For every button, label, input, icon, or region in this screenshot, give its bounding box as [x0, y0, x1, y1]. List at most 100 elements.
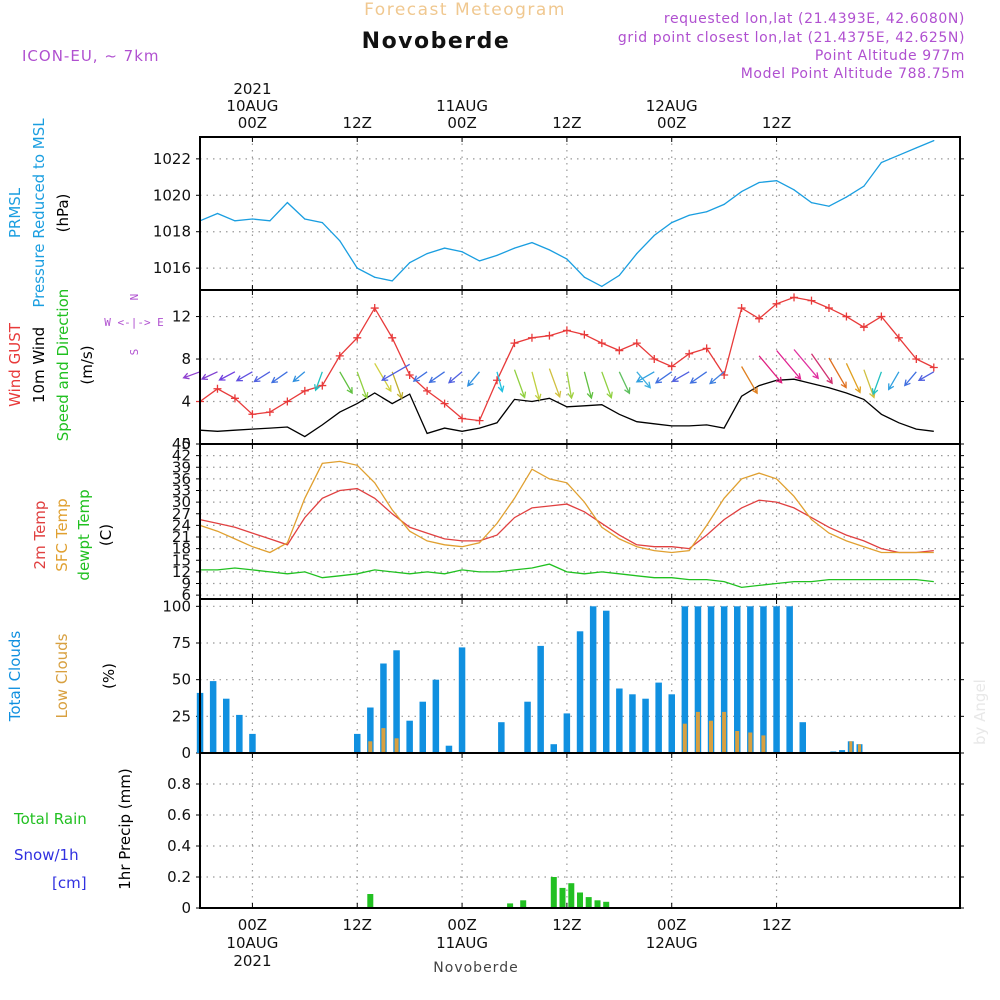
- total-cloud-bar: [380, 663, 387, 753]
- y-tick-label: 1018: [153, 223, 191, 241]
- top-time-label: 2021: [233, 80, 271, 98]
- y-tick-label: 36: [172, 470, 191, 488]
- y-tick-label: 0: [181, 744, 191, 762]
- pressure-point: [216, 212, 219, 215]
- total-cloud-bar: [734, 606, 741, 753]
- wind-direction-arrow: [903, 371, 917, 387]
- y-tick-label: 1022: [153, 150, 191, 168]
- gust-marker: [737, 304, 746, 313]
- gust-marker: [458, 414, 467, 423]
- gust-marker: [580, 330, 589, 339]
- rain-bar: [559, 887, 566, 908]
- pressure-point: [566, 258, 568, 260]
- y-tick-label: 0.6: [167, 806, 191, 824]
- wind-direction-arrow: [709, 371, 725, 385]
- gust-marker: [929, 363, 938, 372]
- pressure-line: [199, 140, 935, 288]
- dewpoint-line: [200, 563, 934, 589]
- gust-marker: [213, 384, 222, 393]
- gust-marker: [353, 333, 362, 342]
- wind-direction-arrow: [888, 371, 900, 391]
- rain-bar: [585, 897, 592, 908]
- pressure-point: [513, 247, 516, 249]
- pressure-point: [636, 252, 638, 255]
- y-tick-label: 18: [172, 540, 191, 558]
- pressure-point: [828, 205, 830, 207]
- panel-clouds: 0 25 50 75 100: [162, 597, 964, 762]
- y-tick-label: 0: [181, 899, 191, 917]
- gust-marker: [423, 386, 432, 395]
- wind-direction-arrow: [412, 371, 428, 382]
- pressure-point: [286, 201, 288, 204]
- y-tick-label: 0.8: [167, 775, 191, 793]
- wind-direction-arrow: [810, 353, 833, 385]
- total-cloud-bar: [550, 744, 557, 753]
- top-time-label: 12Z: [762, 114, 791, 132]
- total-cloud-bar: [354, 733, 361, 753]
- top-time-label: 12Z: [343, 114, 372, 132]
- axis-title-line: SFC Temp: [53, 498, 71, 571]
- y-tick-label: 8: [181, 350, 191, 368]
- gust-marker: [702, 344, 711, 353]
- bottom-time-label: 12Z: [552, 916, 581, 934]
- gust-marker: [388, 333, 397, 342]
- top-time-label: 11AUG: [436, 97, 488, 115]
- wind-direction-arrow: [356, 371, 369, 400]
- pressure-point: [548, 249, 551, 251]
- axis-title-line: dewpt Temp: [75, 489, 93, 580]
- rain-bar: [568, 883, 575, 908]
- total-cloud-bar: [707, 606, 715, 753]
- gust-marker: [440, 399, 449, 408]
- pressure-point: [758, 181, 760, 184]
- gust-marker: [283, 397, 292, 406]
- rain-bar: [367, 894, 374, 908]
- rain-bar: [520, 900, 527, 909]
- total-cloud-bar: [589, 606, 597, 753]
- y-tick-label: 75: [172, 634, 191, 652]
- wind-direction-arrow: [671, 371, 690, 382]
- bottom-time-label: 00Z: [447, 916, 476, 934]
- gust-marker: [370, 304, 379, 313]
- footer-location: Novoberde: [433, 960, 518, 976]
- axis-title-line: (%): [100, 663, 118, 689]
- wind-direction-arrow: [253, 371, 271, 383]
- pressure-point: [339, 240, 341, 242]
- axis-title-line: Total Clouds: [6, 631, 24, 723]
- wind-direction-arrow: [758, 355, 783, 384]
- watermark: by Angel: [971, 679, 989, 745]
- wind-direction-arrow: [654, 371, 673, 384]
- total-cloud-bar: [406, 720, 413, 753]
- panel-precip: 0 0.2 0.4 0.6 0.8: [167, 753, 964, 917]
- gridpoint-coords: grid point closest lon,lat (21.4375E, 42…: [618, 30, 965, 46]
- wind-direction-arrow: [270, 371, 288, 384]
- pressure-point: [653, 234, 655, 236]
- pressure-point: [741, 191, 743, 193]
- y-tick-label: 27: [172, 505, 191, 523]
- wind-direction-arrow: [689, 371, 708, 384]
- gust-marker: [615, 346, 624, 355]
- pressure-point: [880, 161, 882, 164]
- y-tick-label: 50: [172, 671, 191, 689]
- low-cloud-bar: [849, 741, 853, 753]
- wind-direction-arrow: [428, 371, 445, 384]
- wind-direction-arrow: [200, 371, 218, 381]
- point-altitude: Point Altitude 977m: [815, 48, 965, 64]
- total-cloud-bar: [419, 701, 426, 753]
- low-cloud-bar: [748, 732, 753, 753]
- total-cloud-bar: [642, 698, 649, 753]
- chart-title: Forecast Meteogram: [364, 0, 566, 20]
- y-tick-label: 1016: [153, 259, 191, 277]
- gust-marker: [562, 326, 571, 335]
- gust-marker: [265, 408, 274, 417]
- pressure-point: [426, 252, 428, 255]
- pressure-point: [706, 211, 708, 213]
- location-title: Novoberde: [362, 29, 511, 54]
- total-cloud-bar: [458, 647, 466, 753]
- gust-marker: [912, 355, 921, 364]
- wind-direction-arrow: [618, 371, 631, 395]
- low-cloud-bar: [381, 728, 386, 753]
- pressure-point: [321, 222, 323, 224]
- wind-direction-arrow: [235, 371, 253, 382]
